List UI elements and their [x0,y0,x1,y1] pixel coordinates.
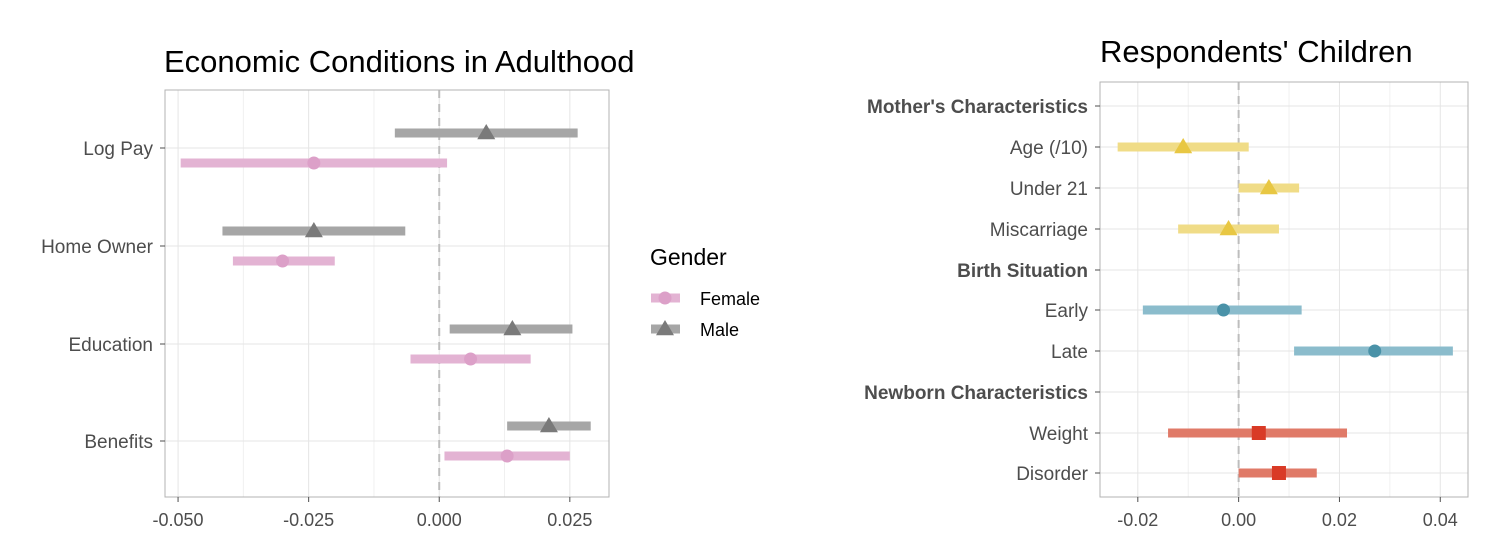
right-birth-circle-point [1368,344,1382,358]
right-y-tick-label: Late [1051,342,1088,363]
left-female-circle-point [307,156,321,170]
right-mother-triangle-point [1219,220,1238,236]
legend-female-label: Female [700,289,760,309]
right-newborn-square-point [1271,466,1286,480]
left-panel: Economic Conditions in Adulthood Log Pay… [41,44,634,530]
right-y-group-header: Birth Situation [957,261,1088,282]
right-y-group-header: Mother's Characteristics [867,97,1088,118]
right-y-tick-label: Age (/10) [1010,138,1088,159]
left-female-circle-point [464,352,478,366]
left-y-tick-label: Education [68,335,153,356]
legend-male-key-triangle-point [656,320,674,336]
right-newborn-square-point [1251,426,1266,440]
left-female-circle-point [276,254,290,268]
left-plot-border [164,89,610,498]
left-male-triangle-point [477,124,496,140]
legend-title: Gender [650,244,727,270]
left-x-tick-label: -0.025 [283,510,334,530]
right-chart-title: Respondents' Children [1100,34,1413,69]
legend-items: Female Male [651,289,760,340]
left-x-tick-label: 0.000 [417,510,462,530]
left-y-tick-label: Log Pay [83,139,153,160]
right-x-axis: -0.02 0.00 0.02 0.04 [1117,497,1458,530]
right-y-group-header: Newborn Characteristics [864,383,1088,404]
right-plot-border [1099,81,1469,498]
right-mother-triangle-point [1174,138,1193,154]
right-y-tick-label: Weight [1029,424,1089,445]
right-y-axis: Mother's Characteristics Age (/10) Under 2… [864,97,1100,485]
left-y-tick-label: Home Owner [41,237,154,258]
right-y-tick-label: Early [1045,301,1089,322]
left-y-tick-label: Benefits [84,432,153,453]
legend-male-label: Male [700,320,739,340]
right-x-tick-label: 0.00 [1221,510,1256,530]
right-mother-triangle-point [1259,179,1278,195]
left-grid [165,90,609,497]
left-marks [180,124,591,463]
right-y-tick-label: Under 21 [1010,179,1088,200]
right-x-tick-label: 0.02 [1322,510,1357,530]
left-x-axis: -0.050 -0.025 0.000 0.025 [153,497,592,530]
left-female-circle-point [500,449,514,463]
right-y-tick-label: Miscarriage [990,220,1088,241]
right-birth-circle-point [1217,303,1231,317]
legend: Gender Female Male [650,244,760,340]
left-male-triangle-point [304,222,323,238]
left-y-axis: Log Pay Home Owner Education Benefits [41,139,165,453]
left-x-tick-label: 0.025 [547,510,592,530]
right-x-tick-label: -0.02 [1117,510,1158,530]
right-y-tick-label: Disorder [1016,464,1088,485]
left-male-triangle-point [503,320,522,336]
left-chart-title: Economic Conditions in Adulthood [164,44,634,79]
right-marks [1117,138,1453,480]
right-x-tick-label: 0.04 [1423,510,1458,530]
right-panel: Respondents' Children Mother's Character… [864,34,1469,530]
legend-female-key-circle-point [658,291,672,305]
left-x-tick-label: -0.050 [153,510,204,530]
left-male-triangle-point [539,417,558,433]
